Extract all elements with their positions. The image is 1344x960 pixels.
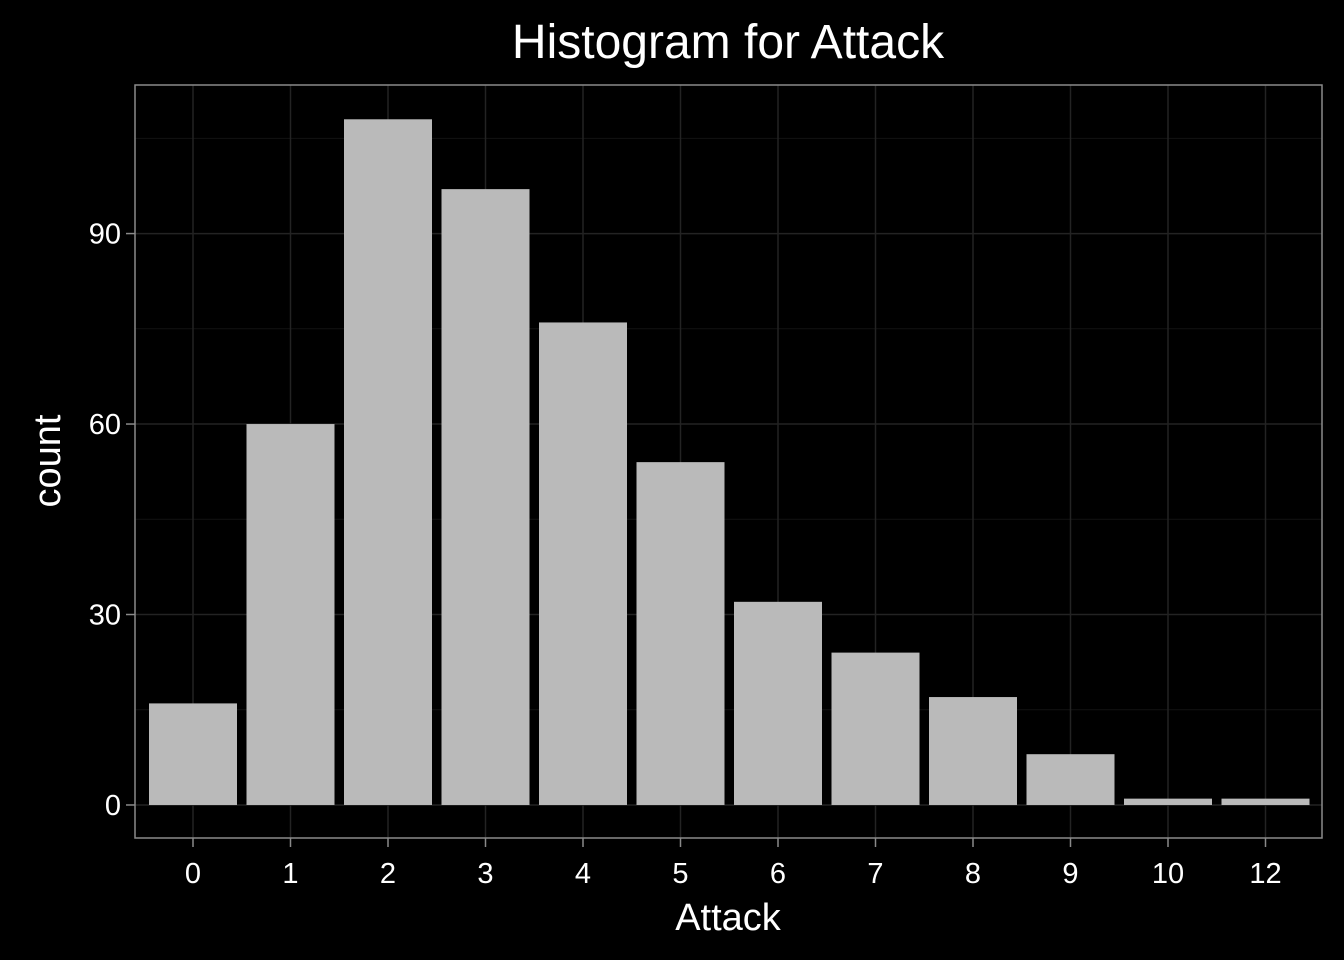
x-tick-label: 3 xyxy=(477,858,493,890)
bar-2 xyxy=(344,119,432,805)
y-tick-label: 60 xyxy=(89,409,121,441)
panel-border xyxy=(134,84,1323,839)
bar-8 xyxy=(929,697,1017,805)
x-tick-label: 4 xyxy=(575,858,591,890)
y-tick-label: 0 xyxy=(105,790,121,822)
x-tick-label: 2 xyxy=(380,858,396,890)
bar-1 xyxy=(246,424,335,805)
bars xyxy=(149,119,1310,805)
x-tick-label: 0 xyxy=(185,858,201,890)
y-tick-label: 90 xyxy=(89,219,121,251)
x-axis-title: Attack xyxy=(675,897,782,939)
x-tick-label: 6 xyxy=(770,858,786,890)
y-axis-title: count xyxy=(27,414,69,507)
bar-6 xyxy=(734,601,822,805)
x-tick-label: 8 xyxy=(965,858,981,890)
bar-0 xyxy=(149,703,237,805)
x-tick-label: 5 xyxy=(672,858,688,890)
bar-9 xyxy=(1026,754,1115,805)
x-tick-label: 7 xyxy=(867,858,883,890)
y-tick-label: 30 xyxy=(89,600,121,632)
chart-title: Histogram for Attack xyxy=(512,16,945,69)
bar-5 xyxy=(636,462,725,805)
x-tick-label: 10 xyxy=(1152,858,1184,890)
x-tick-label: 1 xyxy=(282,858,298,890)
bar-7 xyxy=(831,652,920,805)
x-tick-label: 12 xyxy=(1249,858,1281,890)
x-tick-label: 9 xyxy=(1062,858,1078,890)
bar-12 xyxy=(1221,798,1310,805)
bar-4 xyxy=(539,322,627,805)
bar-10 xyxy=(1124,798,1212,805)
bar-3 xyxy=(441,189,530,805)
